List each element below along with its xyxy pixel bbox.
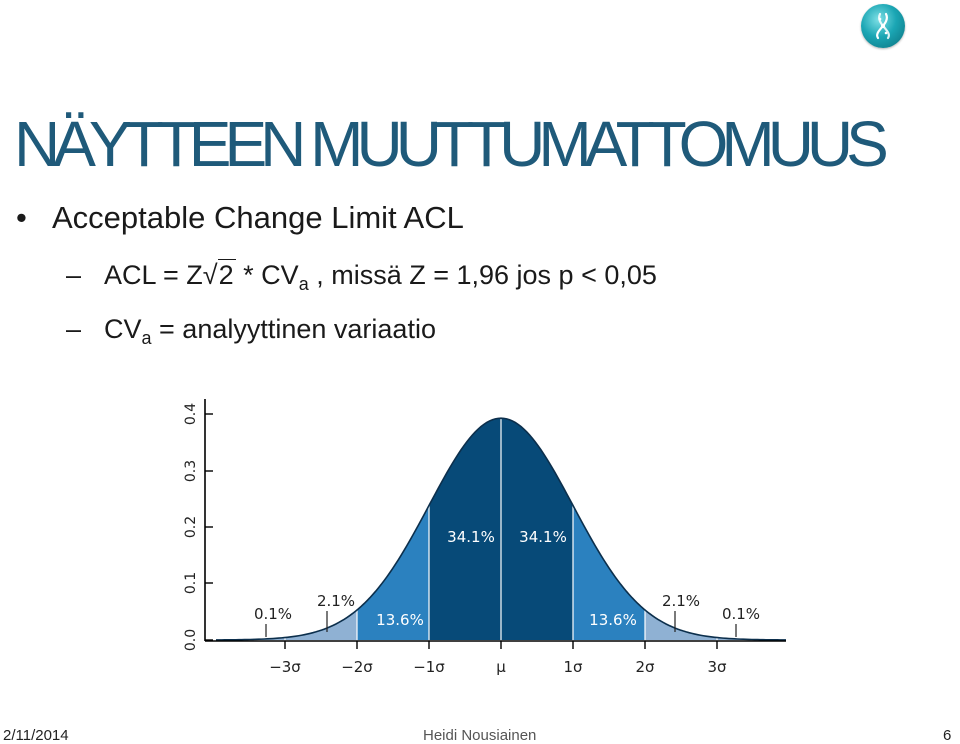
footer-date: 2/11/2014: [3, 727, 69, 744]
x-tick-label: −3σ: [269, 658, 301, 676]
x-tick-label: 1σ: [563, 658, 583, 676]
formula-mid: * CV: [235, 260, 299, 290]
slide-title: NÄYTTEEN MUUTTUMATTOMUUS: [14, 108, 889, 180]
formula-subscript: a: [298, 274, 309, 294]
band-label: 13.6%: [589, 611, 637, 629]
definition-post: = analyyttinen variaatio: [151, 314, 436, 344]
x-tick-label: −2σ: [341, 658, 373, 676]
x-tick-label: μ: [496, 658, 506, 676]
band-label: 2.1%: [662, 592, 700, 610]
formula-pre: ACL = Z: [104, 260, 203, 290]
definition-subscript: a: [141, 328, 152, 348]
y-tick-label: 0.1: [183, 572, 199, 594]
bullet-item: • Acceptable Change Limit ACL: [16, 200, 464, 236]
tail-label: 0.1%: [254, 605, 292, 623]
y-tick-label: 0.0: [183, 629, 199, 651]
sqrt-icon: √2: [202, 259, 236, 290]
y-tick-label: 0.2: [183, 516, 199, 538]
band-area: [285, 609, 357, 640]
band-label: 34.1%: [519, 528, 567, 546]
x-tick-label: −1σ: [413, 658, 445, 676]
band-area: [645, 609, 717, 640]
formula-line: – ACL = Z√2 * CVa , missä Z = 1,96 jos p …: [66, 259, 657, 294]
tail-label: 0.1%: [722, 605, 760, 623]
sqrt-argument: 2: [217, 259, 236, 290]
y-tick-label: 0.4: [183, 403, 199, 425]
definition-line: – CVa = analyyttinen variaatio: [66, 314, 436, 348]
band-label: 2.1%: [317, 592, 355, 610]
dash-icon: –: [66, 314, 82, 344]
distribution-curve: [215, 417, 787, 641]
formula-post: , missä Z = 1,96 jos p < 0,05: [308, 260, 657, 290]
dash-icon: –: [66, 260, 82, 290]
band-label: 34.1%: [447, 528, 495, 546]
y-tick-label: 0.3: [183, 460, 199, 482]
band-label: 13.6%: [376, 611, 424, 629]
x-tick-label: 3σ: [707, 658, 727, 676]
logo-icon: [861, 4, 905, 48]
x-tick-label: 2σ: [635, 658, 655, 676]
page-number: 6: [943, 727, 952, 744]
bullet-text: Acceptable Change Limit ACL: [52, 200, 464, 235]
footer-author: Heidi Nousiainen: [423, 727, 537, 744]
bullet-dot-icon: •: [16, 200, 27, 235]
definition-pre: CV: [104, 314, 142, 344]
